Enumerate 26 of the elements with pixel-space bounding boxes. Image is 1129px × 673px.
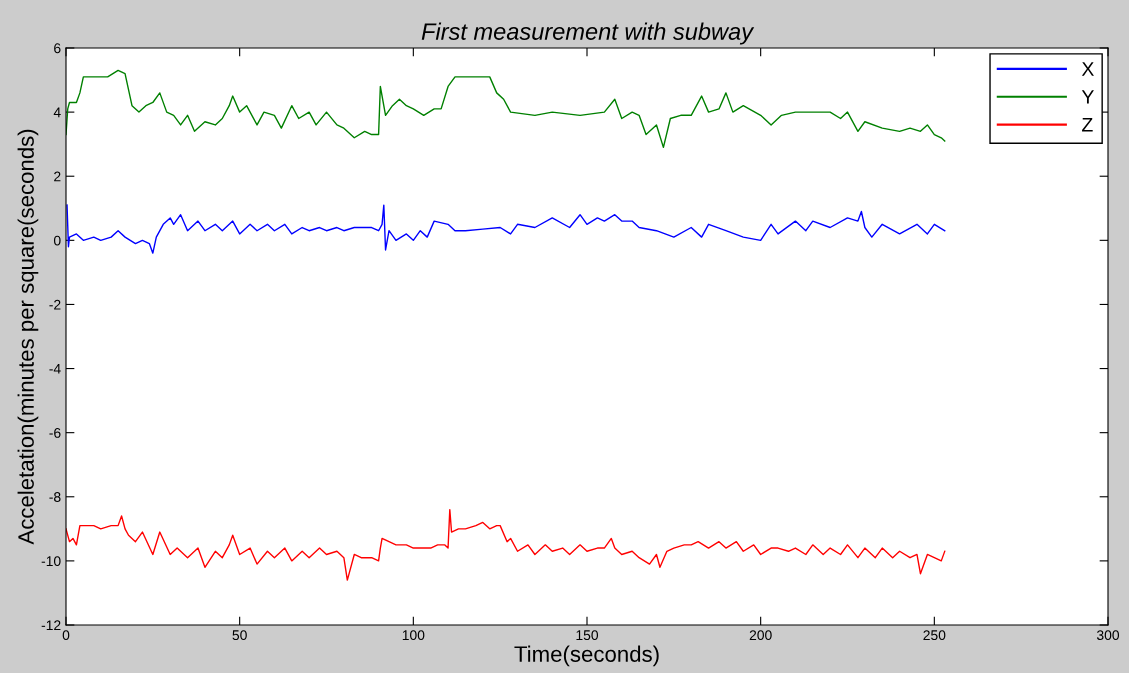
y-tick-label: 6 — [54, 43, 61, 54]
x-tick-label: 0 — [62, 630, 70, 641]
legend-label: Y — [1081, 90, 1094, 104]
y-tick-label: -12 — [41, 620, 61, 631]
y-axis-title: Acceletation(minutes per square(seconds) — [17, 129, 39, 545]
legend-label: Z — [1082, 118, 1093, 132]
x-axis-title: Time(seconds) — [514, 645, 659, 667]
line-series — [66, 69, 946, 149]
y-tick-label: -8 — [49, 492, 61, 502]
chart-title: First measurement with subway — [421, 22, 755, 45]
x-tick-label: 150 — [576, 630, 599, 641]
y-tick-label: 2 — [54, 171, 61, 182]
y-tick-label: 0 — [53, 235, 61, 246]
x-tick-label: 200 — [749, 630, 772, 641]
y-tick-label: -10 — [41, 556, 61, 567]
x-tick-label: 300 — [1096, 630, 1120, 641]
legend-label: X — [1081, 62, 1094, 76]
x-tick-label: 100 — [402, 630, 425, 641]
x-tick-label: 50 — [232, 630, 247, 641]
y-tick-label: -2 — [49, 299, 61, 310]
y-tick-label: 4 — [53, 107, 61, 118]
y-tick-label: -6 — [49, 428, 61, 438]
x-tick-label: 250 — [923, 630, 946, 641]
line-series — [66, 204, 946, 254]
y-tick-label: -4 — [49, 364, 61, 374]
line-series — [66, 508, 946, 581]
